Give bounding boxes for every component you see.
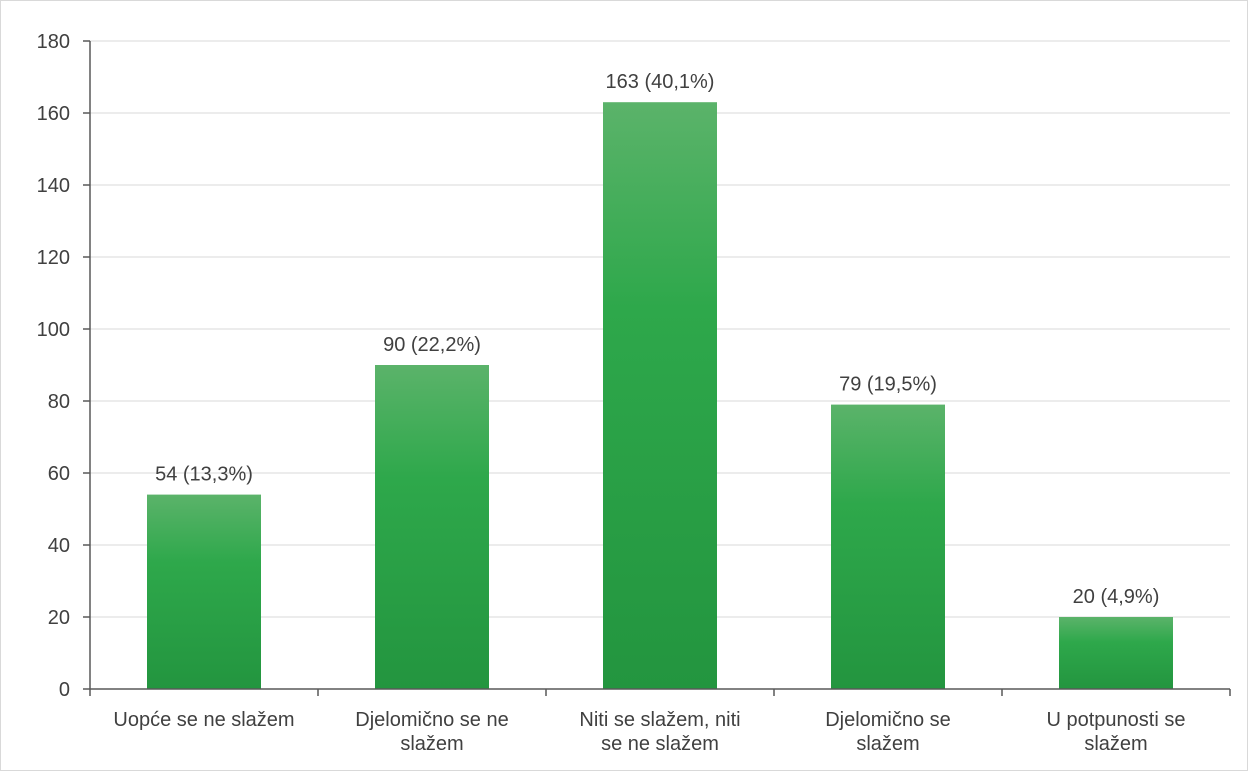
bar <box>603 102 717 689</box>
bar <box>831 404 945 689</box>
y-tick-label: 40 <box>48 535 70 557</box>
y-tick-label: 140 <box>37 175 70 197</box>
y-tick-label: 20 <box>48 607 70 629</box>
x-tick-label-line: Djelomično se <box>825 709 951 731</box>
x-tick-label-line: slažem <box>1084 733 1147 755</box>
x-tick-label-line: slažem <box>400 733 463 755</box>
bar <box>1059 617 1173 689</box>
data-labels: 54 (13,3%) 90 (22,2%) 163 (40,1%) 79 (19,5%… <box>155 71 1159 608</box>
y-tick-label: 180 <box>37 31 70 53</box>
x-tick-label-line: Uopće se ne slažem <box>113 709 294 731</box>
y-tick-label: 0 <box>59 679 70 701</box>
bar-data-label: 90 (22,2%) <box>383 334 481 356</box>
bars <box>147 102 1173 689</box>
y-tick-label: 60 <box>48 463 70 485</box>
x-tick-label-line: Niti se slažem, niti <box>579 709 740 731</box>
y-tick-label: 120 <box>37 247 70 269</box>
y-tick-label: 160 <box>37 103 70 125</box>
x-tick-label: Djelomično se slažem <box>825 709 951 755</box>
x-tick-label: Niti se slažem, niti se ne slažem <box>579 709 740 755</box>
bar <box>147 494 261 689</box>
x-tick-label-line: slažem <box>856 733 919 755</box>
x-tick-label: Djelomično se ne slažem <box>355 709 508 755</box>
x-tick-label-line: U potpunosti se <box>1047 709 1186 731</box>
bar-data-label: 79 (19,5%) <box>839 374 937 396</box>
bar-data-label: 54 (13,3%) <box>155 464 253 486</box>
bar-data-label: 163 (40,1%) <box>606 71 715 93</box>
bar-data-label: 20 (4,9%) <box>1073 586 1160 608</box>
y-tick-label: 80 <box>48 391 70 413</box>
x-tick-label-line: Djelomično se ne <box>355 709 508 731</box>
x-tick-label-line: se ne slažem <box>601 733 719 755</box>
x-tick-label: U potpunosti se slažem <box>1047 709 1186 755</box>
y-tick-label: 100 <box>37 319 70 341</box>
bar <box>375 365 489 689</box>
axes: 0 20 40 60 80 100 120 140 160 180 Uopće se ne slaž… <box>37 31 1231 755</box>
x-tick-label: Uopće se ne slažem <box>113 709 294 731</box>
